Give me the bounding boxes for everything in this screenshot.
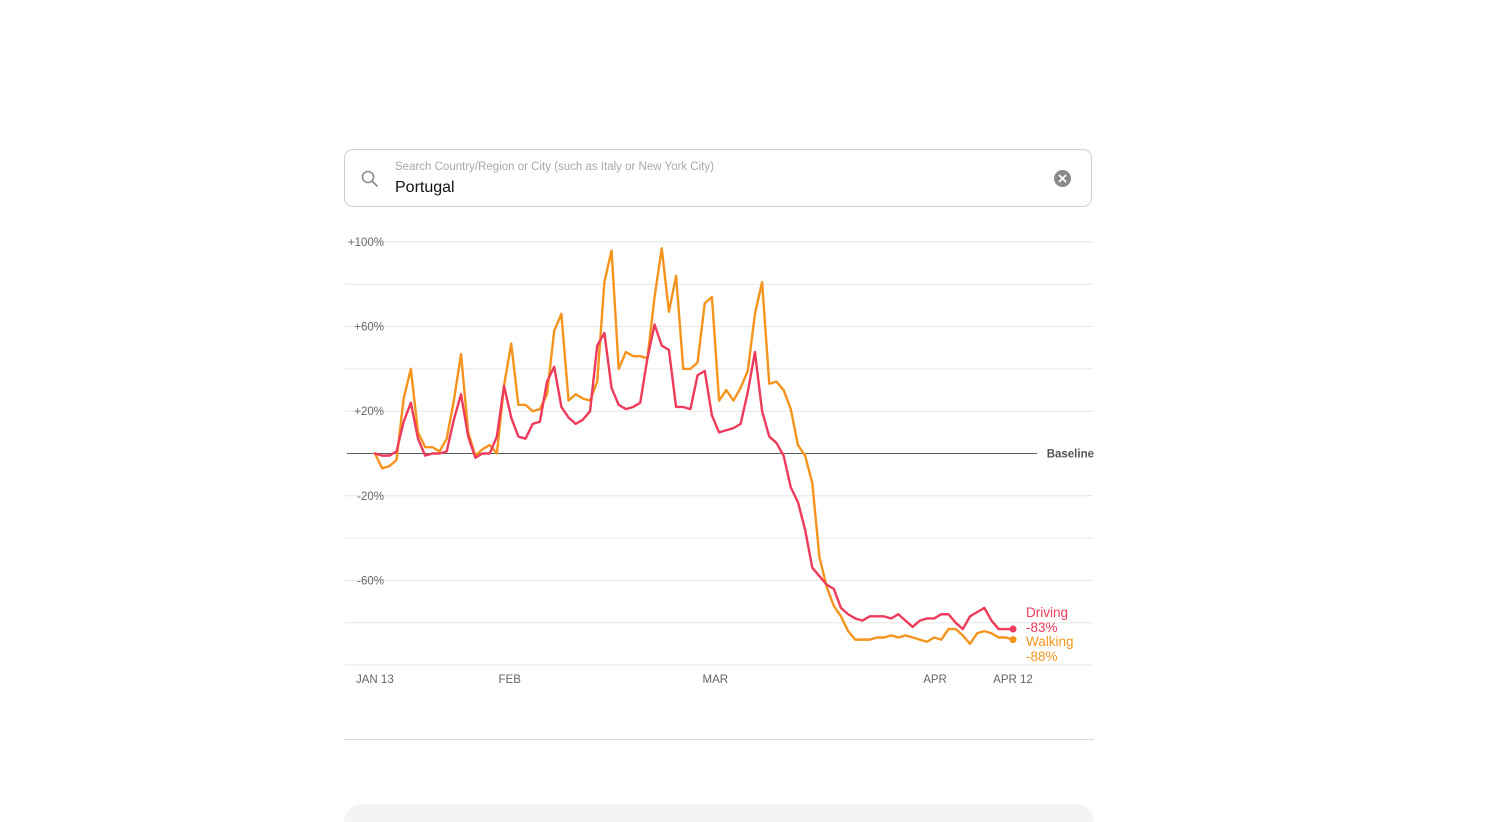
x-tick-label: FEB bbox=[499, 674, 522, 686]
series-value-label: -83% bbox=[1026, 620, 1058, 635]
series-end-point-walking bbox=[1009, 636, 1017, 644]
series-end-point-driving bbox=[1009, 625, 1017, 633]
divider bbox=[344, 739, 1094, 740]
y-tick-label: -60% bbox=[357, 575, 384, 587]
x-tick-label: MAR bbox=[702, 674, 728, 686]
search-box[interactable]: Search Country/Region or City (such as I… bbox=[344, 149, 1092, 207]
y-tick-label: -20% bbox=[357, 491, 384, 503]
y-tick-label: +60% bbox=[354, 322, 384, 334]
grid-layer bbox=[345, 241, 1093, 666]
series-name-label: Driving bbox=[1026, 605, 1068, 620]
y-tick-label: +20% bbox=[354, 406, 384, 418]
y-tick-label: +100% bbox=[348, 237, 384, 249]
close-circle-icon[interactable] bbox=[1054, 170, 1071, 187]
baseline-label: Baseline bbox=[1047, 449, 1094, 461]
series-end-labels: Driving-83%Walking-88% bbox=[1009, 605, 1074, 664]
series-line-walking bbox=[373, 247, 1015, 646]
x-tick-label: APR 12 bbox=[993, 674, 1033, 686]
search-input[interactable]: Portugal bbox=[395, 179, 455, 196]
x-tick-label: APR bbox=[923, 674, 947, 686]
bottom-panel bbox=[344, 804, 1094, 822]
search-icon bbox=[361, 170, 379, 188]
x-tick-label: JAN 13 bbox=[356, 674, 394, 686]
series-value-label: -88% bbox=[1026, 649, 1058, 664]
y-tick-labels: +100% +60% +20% -20% -60% bbox=[348, 237, 384, 587]
series-name-label: Walking bbox=[1026, 634, 1074, 649]
series-line-driving bbox=[373, 323, 1015, 631]
search-placeholder: Search Country/Region or City (such as I… bbox=[395, 161, 714, 173]
x-tick-labels: JAN 13 FEB MAR APR APR 12 bbox=[356, 674, 1033, 686]
baseline: Baseline bbox=[347, 449, 1094, 461]
series-lines bbox=[373, 247, 1015, 646]
